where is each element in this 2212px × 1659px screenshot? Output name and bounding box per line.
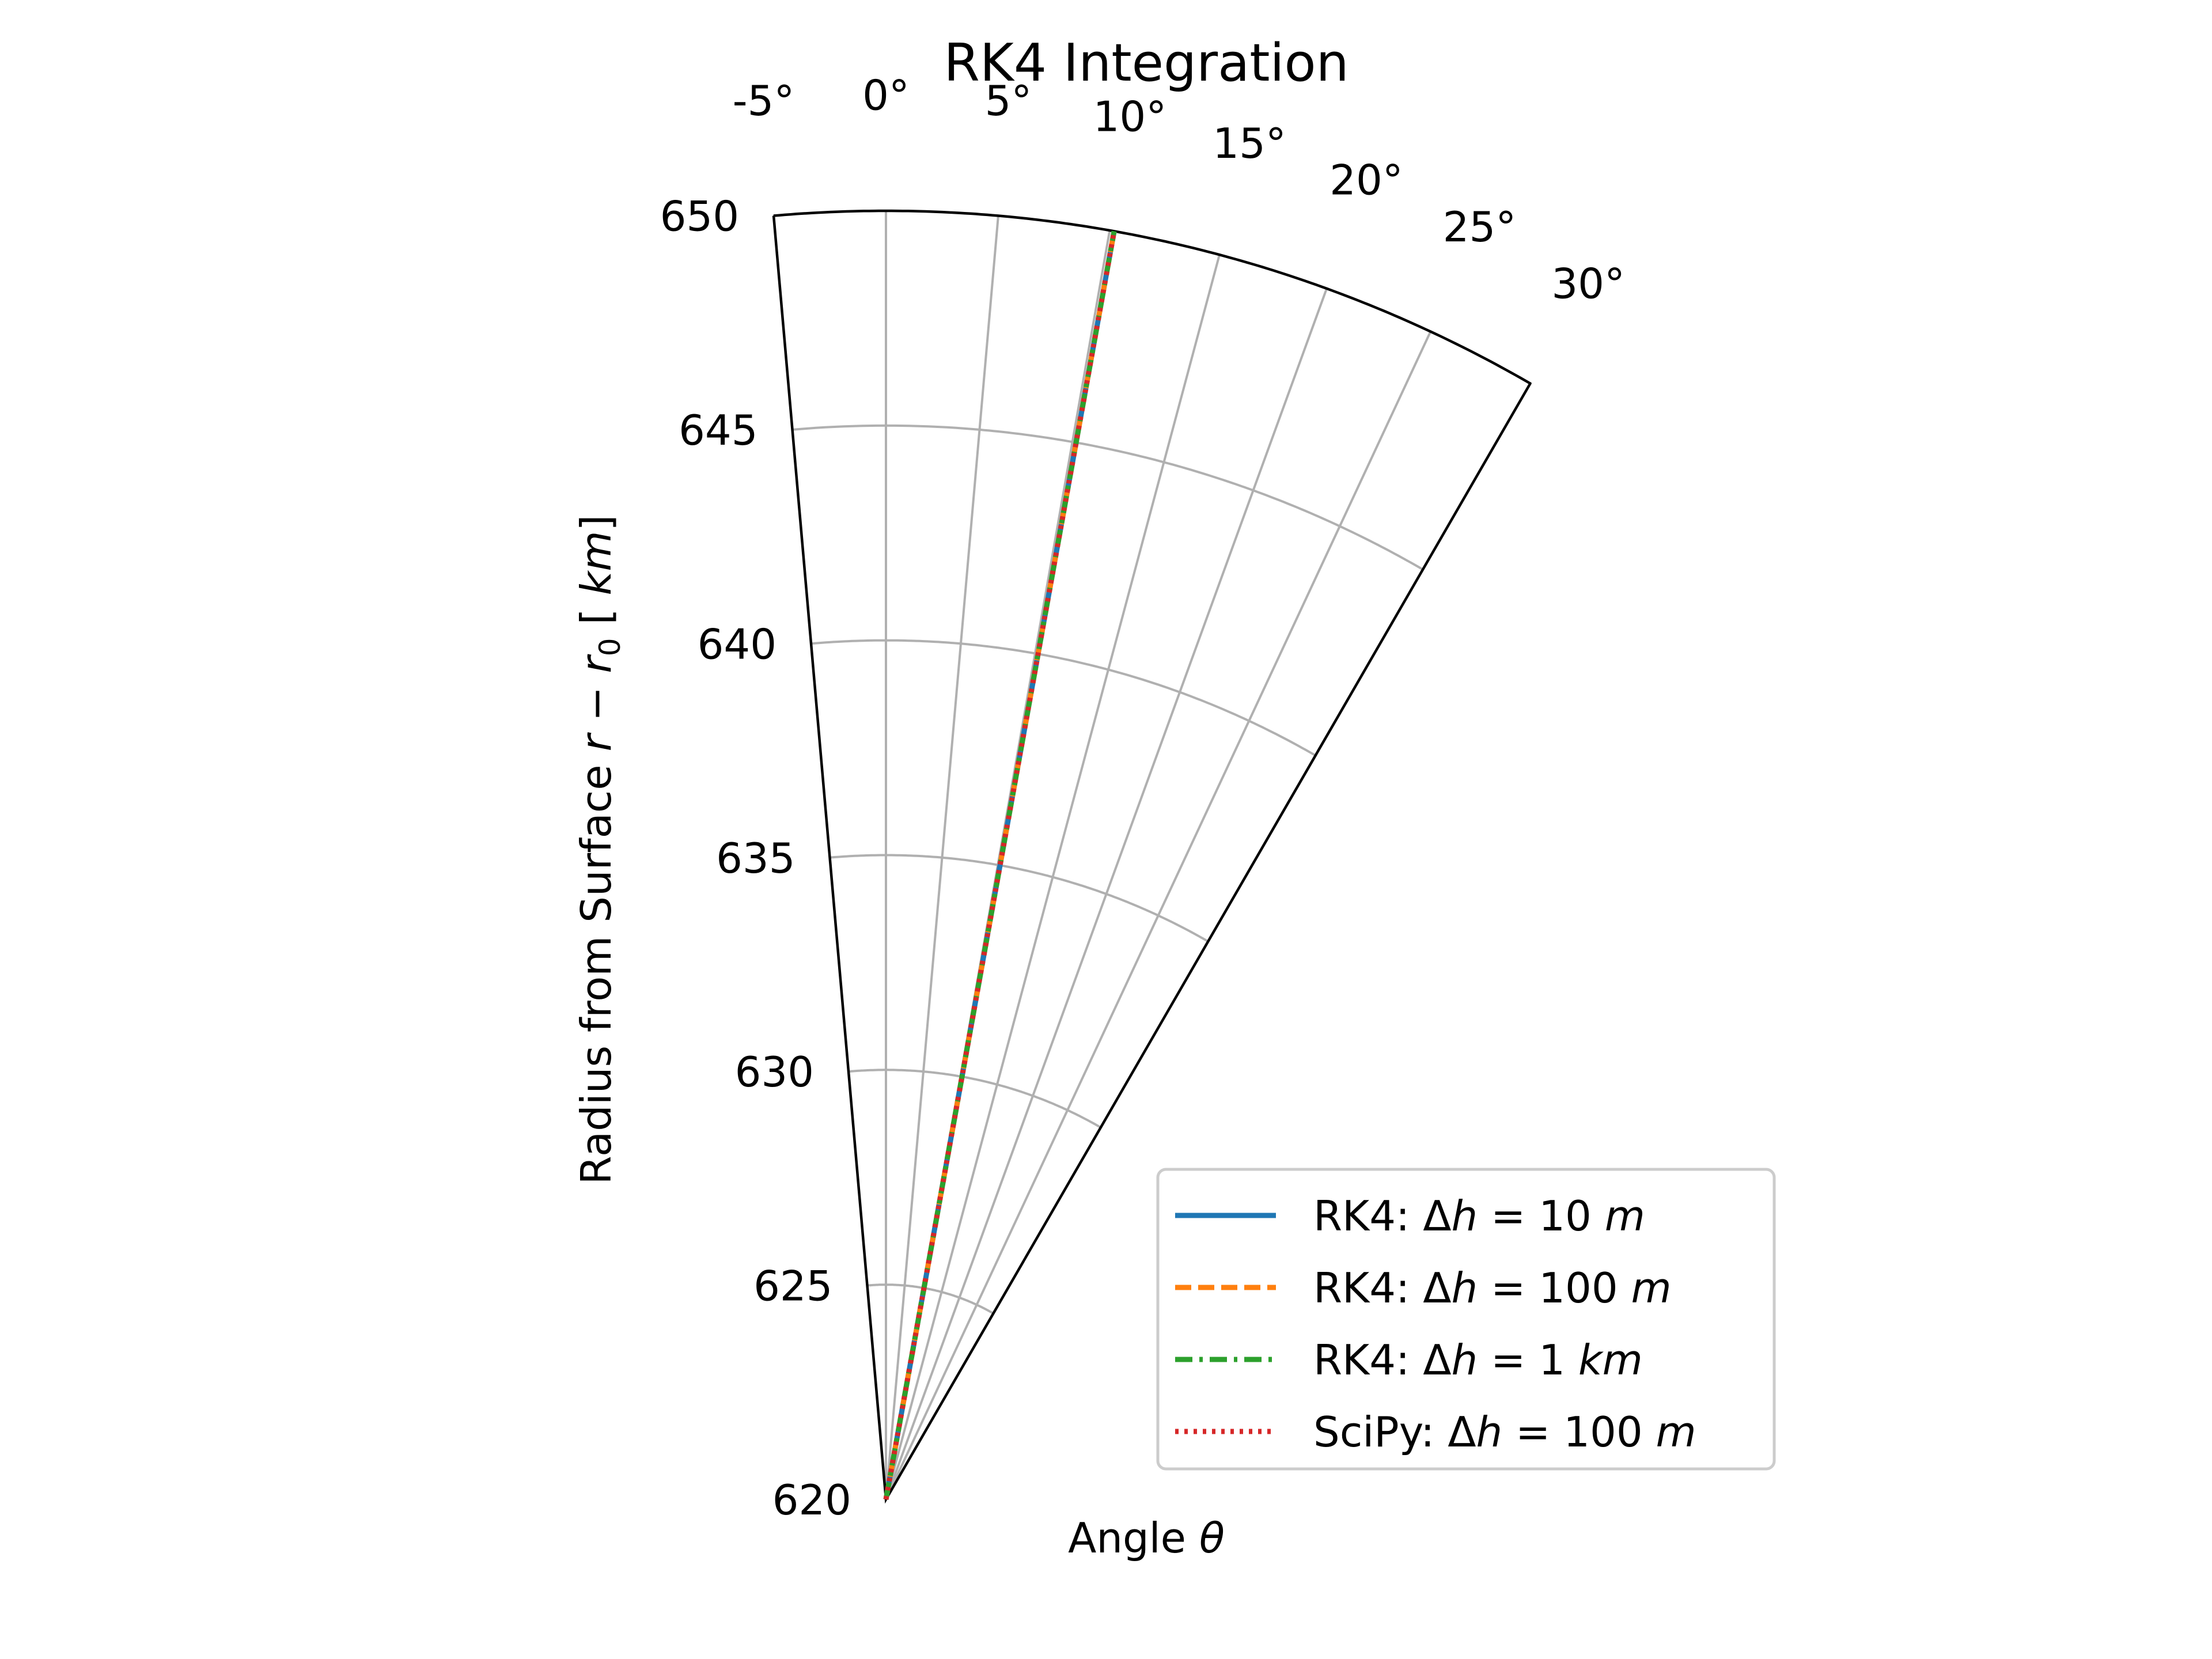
grid-arc-630 xyxy=(848,1069,1101,1128)
theta-tick-label: 5° xyxy=(985,77,1032,125)
r-tick-label: 645 xyxy=(679,406,757,454)
theta-tick-label: 25° xyxy=(1443,203,1517,251)
theta-tick-label: 10° xyxy=(1093,93,1167,141)
legend-label-1: RK4: Δh = 10 m xyxy=(1313,1192,1645,1240)
theta-tick-label: 30° xyxy=(1551,259,1625,308)
r-tick-label: 650 xyxy=(660,192,739,241)
axes-frame xyxy=(772,209,1532,1504)
legend-label-3: RK4: Δh = 1 km xyxy=(1313,1336,1643,1384)
grid-spoke-20 xyxy=(885,288,1328,1500)
series-lines xyxy=(883,230,1117,1500)
theta-tick-labels: -5° 0° 5° 10° 15° 20° 25° 30° xyxy=(733,71,1625,308)
y-axis-label: Radius from Surface r − r0 [ km] xyxy=(572,515,627,1185)
theta-tick-label: 15° xyxy=(1213,119,1286,168)
r-tick-label: 635 xyxy=(716,834,795,882)
x-axis-label: Angle θ xyxy=(1068,1514,1225,1562)
r-tick-label: 640 xyxy=(698,620,777,668)
grid-arc-645 xyxy=(792,424,1424,571)
grid-arc-635 xyxy=(830,854,1209,943)
legend-box xyxy=(1156,1168,1776,1471)
theta-tick-label: -5° xyxy=(733,77,795,125)
legend-label-4: SciPy: Δh = 100 m xyxy=(1313,1408,1696,1456)
grid-spoke-25 xyxy=(885,331,1432,1500)
r-tick-labels: 620 625 630 635 640 645 650 xyxy=(660,192,851,1524)
theta-tick-label: 20° xyxy=(1330,156,1403,204)
r-tick-label: 630 xyxy=(735,1048,814,1096)
grid-spoke-5 xyxy=(885,215,999,1500)
r-tick-label: 625 xyxy=(753,1262,832,1310)
grid-spoke-15 xyxy=(885,254,1221,1500)
legend: RK4: Δh = 10 m RK4: Δh = 100 m RK4: Δh = 1… xyxy=(1156,1168,1776,1471)
theta-tick-label: 0° xyxy=(862,71,910,120)
axes-outline xyxy=(772,209,1532,1504)
series-line-4 xyxy=(883,230,1117,1500)
r-tick-label: 620 xyxy=(772,1476,851,1524)
legend-label-2: RK4: Δh = 100 m xyxy=(1313,1264,1672,1312)
chart-title: RK4 Integration xyxy=(944,33,1349,93)
grid-arc-640 xyxy=(810,639,1316,757)
grid-arc-625 xyxy=(867,1283,994,1315)
